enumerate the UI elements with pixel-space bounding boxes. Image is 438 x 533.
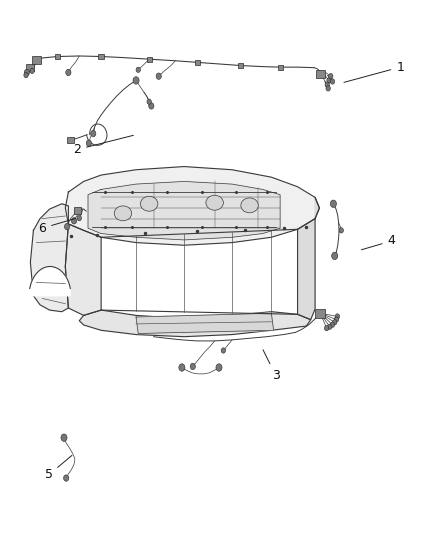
Text: 6: 6: [38, 219, 76, 235]
Circle shape: [326, 86, 330, 91]
Circle shape: [136, 67, 141, 72]
Circle shape: [330, 200, 336, 207]
Circle shape: [149, 103, 154, 109]
Ellipse shape: [206, 195, 223, 210]
FancyBboxPatch shape: [147, 57, 152, 62]
Circle shape: [325, 82, 329, 87]
Circle shape: [334, 317, 339, 322]
Ellipse shape: [114, 206, 132, 221]
Text: 2: 2: [73, 135, 133, 156]
Circle shape: [66, 69, 71, 76]
Circle shape: [30, 68, 34, 74]
Circle shape: [71, 217, 77, 224]
FancyBboxPatch shape: [26, 63, 34, 70]
Polygon shape: [30, 204, 68, 312]
Circle shape: [77, 215, 81, 221]
Text: 3: 3: [263, 350, 280, 382]
Circle shape: [328, 74, 333, 79]
Circle shape: [339, 228, 343, 233]
Circle shape: [330, 79, 335, 84]
FancyBboxPatch shape: [238, 63, 244, 68]
Circle shape: [86, 140, 92, 147]
Circle shape: [133, 77, 139, 84]
Circle shape: [330, 322, 335, 327]
FancyBboxPatch shape: [194, 60, 200, 64]
Circle shape: [147, 99, 151, 104]
Ellipse shape: [241, 198, 258, 213]
FancyBboxPatch shape: [74, 207, 81, 214]
FancyBboxPatch shape: [55, 54, 60, 59]
Circle shape: [221, 348, 226, 353]
Ellipse shape: [141, 196, 158, 211]
Circle shape: [332, 320, 337, 325]
Circle shape: [327, 78, 331, 83]
FancyBboxPatch shape: [315, 309, 325, 318]
Circle shape: [61, 434, 67, 441]
Circle shape: [325, 326, 329, 331]
Circle shape: [64, 223, 70, 230]
Polygon shape: [88, 181, 280, 240]
Circle shape: [179, 364, 185, 371]
Circle shape: [64, 475, 69, 481]
Polygon shape: [30, 266, 71, 296]
Polygon shape: [65, 224, 101, 316]
Polygon shape: [297, 197, 319, 320]
Circle shape: [216, 364, 222, 371]
Text: 5: 5: [45, 455, 72, 481]
FancyBboxPatch shape: [32, 56, 41, 64]
Circle shape: [328, 324, 332, 329]
Circle shape: [335, 314, 339, 319]
Polygon shape: [136, 313, 274, 334]
Circle shape: [156, 73, 161, 79]
FancyBboxPatch shape: [278, 64, 283, 69]
FancyBboxPatch shape: [316, 70, 325, 78]
Circle shape: [24, 69, 29, 76]
FancyBboxPatch shape: [67, 136, 74, 143]
Circle shape: [190, 364, 195, 369]
Circle shape: [24, 72, 28, 78]
Text: 4: 4: [361, 235, 396, 250]
Polygon shape: [79, 310, 311, 337]
Text: 1: 1: [344, 61, 404, 83]
Circle shape: [332, 252, 338, 260]
Circle shape: [91, 131, 96, 137]
FancyBboxPatch shape: [99, 54, 104, 59]
Polygon shape: [65, 166, 319, 245]
